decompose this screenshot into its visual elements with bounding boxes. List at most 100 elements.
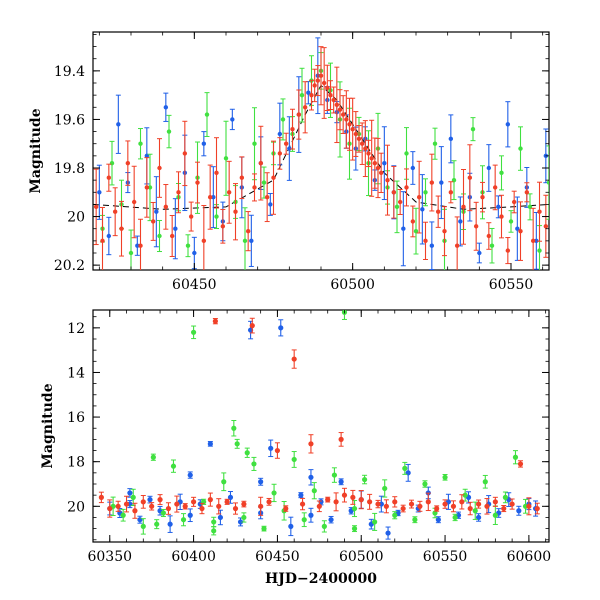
top-data-point (454, 243, 460, 248)
top-data-point (404, 151, 409, 156)
top-data-point (223, 156, 229, 161)
bottom-data-point (351, 505, 358, 512)
top-data-point (163, 105, 169, 110)
top-data-point (359, 141, 365, 146)
bottom-data-point (182, 503, 188, 509)
bottom-x-tick-label: 60500 (339, 549, 384, 565)
bottom-data-point (442, 501, 448, 507)
bottom-data-point (459, 499, 465, 505)
bottom-data-point (301, 517, 307, 523)
top-data-point (321, 80, 327, 86)
top-data-point (347, 122, 352, 127)
bottom-data-point (170, 463, 177, 469)
bottom-data-point (472, 508, 478, 514)
top-data-point (109, 160, 115, 166)
bottom-data-point (237, 519, 244, 525)
bottom-data-point (321, 523, 327, 529)
bottom-data-point (350, 494, 356, 500)
top-y-tick-label: 19.4 (54, 64, 85, 80)
bottom-data-point (132, 508, 138, 514)
bottom-x-tick-label: 60600 (507, 549, 552, 565)
bottom-data-point (268, 445, 274, 451)
top-data-point (169, 233, 175, 239)
bottom-data-point (462, 492, 468, 498)
top-data-point (442, 228, 447, 234)
top-data-point (344, 117, 349, 122)
bottom-data-point (249, 323, 255, 329)
bottom-data-point (174, 501, 180, 507)
bottom-data-point (154, 521, 160, 527)
top-series-0 (96, 37, 549, 270)
bottom-x-axis-title: HJD−2400000 (265, 571, 377, 587)
bottom-data-point (412, 517, 418, 523)
top-data-point (473, 224, 479, 229)
bottom-data-point (338, 479, 344, 485)
top-data-point (423, 190, 428, 195)
top-data-point (201, 238, 207, 244)
top-data-point (138, 243, 143, 248)
top-data-point (230, 117, 235, 122)
bottom-data-point (115, 503, 121, 509)
top-data-point (125, 160, 131, 166)
bottom-data-point (261, 526, 267, 532)
bottom-data-point (452, 514, 458, 521)
top-data-point (489, 243, 495, 248)
top-data-point (458, 219, 463, 224)
top-data-point (480, 194, 485, 200)
bottom-data-point (328, 517, 334, 523)
top-data-point (252, 141, 257, 146)
bottom-data-point (180, 517, 187, 523)
top-data-point (518, 228, 523, 234)
top-data-point (271, 175, 276, 180)
top-data-point (135, 243, 140, 248)
top-data-point (378, 170, 384, 176)
top-data-point (505, 122, 511, 127)
top-data-point (312, 83, 317, 88)
bottom-x-tick-label: 60400 (171, 549, 216, 565)
top-data-point (144, 153, 150, 159)
top-data-point (106, 175, 112, 180)
bottom-data-point (199, 505, 205, 512)
bottom-data-point (316, 503, 322, 509)
bottom-data-point (442, 474, 448, 480)
top-data-point (470, 126, 476, 132)
top-data-point (486, 233, 492, 239)
top-data-point (537, 248, 542, 253)
top-data-point (508, 219, 514, 224)
top-data-point (138, 141, 143, 146)
bottom-y-tick-label: 20 (67, 499, 85, 515)
bottom-data-point (244, 450, 250, 456)
bottom-data-point (278, 325, 284, 331)
top-data-point (211, 194, 216, 200)
top-data-point (394, 204, 400, 210)
bottom-data-point (227, 494, 234, 500)
bottom-data-point (150, 454, 156, 460)
bottom-data-point (251, 461, 257, 467)
top-data-point (413, 228, 419, 234)
top-data-point (245, 228, 251, 234)
top-data-point (397, 199, 403, 205)
bottom-data-point (475, 514, 482, 521)
top-data-point (518, 146, 523, 151)
bottom-data-point (211, 528, 217, 534)
top-series-2 (93, 46, 549, 270)
top-data-point (439, 180, 444, 185)
bottom-data-point (526, 503, 532, 509)
bottom-data-point (450, 503, 457, 509)
top-data-point (150, 219, 156, 224)
top-data-point (432, 141, 438, 146)
top-data-point (325, 85, 330, 91)
bottom-data-point (291, 456, 297, 463)
bottom-data-point (207, 441, 213, 447)
top-data-point (226, 190, 232, 195)
bottom-data-point (298, 492, 304, 498)
bottom-data-point (140, 499, 146, 505)
top-data-point (423, 238, 428, 244)
top-data-point (410, 219, 416, 224)
bottom-data-point (383, 503, 389, 509)
bottom-data-point (212, 318, 218, 324)
top-data-point (505, 248, 511, 253)
top-data-point (214, 214, 219, 219)
top-data-point (261, 180, 267, 185)
bottom-panel: 60350 60400 60450 60500 60550 60600 12 14 16 18 2… (40, 309, 552, 587)
